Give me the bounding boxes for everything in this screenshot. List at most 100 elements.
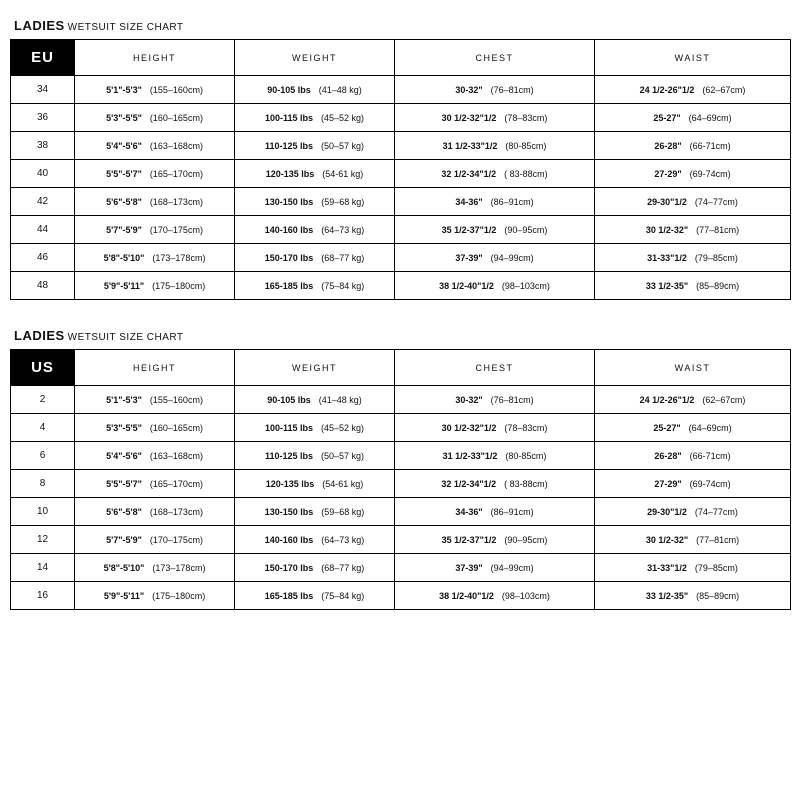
table-row: 25'1"-5'3"(155–160cm)90-105 lbs(41–48 kg… <box>11 386 791 414</box>
chest-secondary: (94–99cm) <box>491 253 534 263</box>
waist-cell: 27-29"(69-74cm) <box>595 470 791 498</box>
weight-cell: 110-125 lbs(50–57 kg) <box>235 132 395 160</box>
waist-primary: 27-29" <box>654 479 681 489</box>
weight-secondary: (54-61 kg) <box>322 169 363 179</box>
height-primary: 5'6"-5'8" <box>106 507 142 517</box>
height-secondary: (173–178cm) <box>152 563 205 573</box>
chart-title: LADIESWETSUIT SIZE CHART <box>10 328 790 343</box>
size-table: USHEIGHTWEIGHTCHESTWAIST25'1"-5'3"(155–1… <box>10 349 791 610</box>
chest-secondary: (80-85cm) <box>505 451 546 461</box>
weight-primary: 130-150 lbs <box>265 507 314 517</box>
chest-cell: 30 1/2-32"1/2(78–83cm) <box>395 414 595 442</box>
weight-secondary: (75–84 kg) <box>321 281 364 291</box>
chest-primary: 32 1/2-34"1/2 <box>441 479 496 489</box>
height-primary: 5'1"-5'3" <box>106 395 142 405</box>
chest-cell: 37-39"(94–99cm) <box>395 244 595 272</box>
weight-primary: 150-170 lbs <box>265 253 314 263</box>
chest-cell: 38 1/2-40"1/2(98–103cm) <box>395 272 595 300</box>
column-header: WAIST <box>595 350 791 386</box>
table-row: 365'3"-5'5"(160–165cm)100-115 lbs(45–52 … <box>11 104 791 132</box>
height-cell: 5'3"-5'5"(160–165cm) <box>75 104 235 132</box>
column-header: CHEST <box>395 40 595 76</box>
table-row: 85'5"-5'7"(165–170cm)120-135 lbs(54-61 k… <box>11 470 791 498</box>
waist-cell: 26-28"(66-71cm) <box>595 132 791 160</box>
chart-block-eu: LADIESWETSUIT SIZE CHARTEUHEIGHTWEIGHTCH… <box>10 18 790 300</box>
weight-cell: 150-170 lbs (68–77 kg) <box>235 554 395 582</box>
weight-primary: 150-170 lbs <box>265 563 314 573</box>
waist-cell: 31-33"1/2(79–85cm) <box>595 554 791 582</box>
chest-cell: 34-36"(86–91cm) <box>395 498 595 526</box>
title-rest: WETSUIT SIZE CHART <box>68 332 184 343</box>
weight-cell: 100-115 lbs(45–52 kg) <box>235 104 395 132</box>
chest-primary: 38 1/2-40"1/2 <box>439 281 494 291</box>
waist-secondary: (85–89cm) <box>696 591 739 601</box>
weight-primary: 130-150 lbs <box>265 197 314 207</box>
weight-secondary: (68–77 kg) <box>321 253 364 263</box>
height-cell: 5'5"-5'7"(165–170cm) <box>75 470 235 498</box>
waist-primary: 24 1/2-26"1/2 <box>640 85 695 95</box>
height-cell: 5'6"-5'8"(168–173cm) <box>75 498 235 526</box>
size-cell: 8 <box>11 470 75 498</box>
weight-cell: 120-135 lbs(54-61 kg) <box>235 470 395 498</box>
height-cell: 5'1"-5'3"(155–160cm) <box>75 386 235 414</box>
chest-secondary: (78–83cm) <box>504 423 547 433</box>
weight-cell: 150-170 lbs (68–77 kg) <box>235 244 395 272</box>
weight-secondary: (75–84 kg) <box>321 591 364 601</box>
size-cell: 44 <box>11 216 75 244</box>
height-primary: 5'6"-5'8" <box>106 197 142 207</box>
table-row: 465'8"-5'10"(173–178cm)150-170 lbs(68–77… <box>11 244 791 272</box>
chest-cell: 38 1/2-40"1/2(98–103cm) <box>395 582 595 610</box>
chest-cell: 35 1/2-37"1/2(90–95cm) <box>395 526 595 554</box>
weight-primary: 110-125 lbs <box>265 451 313 461</box>
waist-primary: 31-33"1/2 <box>647 253 687 263</box>
chest-secondary: (78–83cm) <box>504 113 547 123</box>
height-secondary: (163–168cm) <box>150 451 203 461</box>
height-cell: 5'9"-5'11"(175–180cm) <box>75 582 235 610</box>
size-cell: 42 <box>11 188 75 216</box>
height-primary: 5'3"-5'5" <box>106 423 142 433</box>
height-secondary: (175–180cm) <box>152 591 205 601</box>
title-bold: LADIES <box>14 328 65 343</box>
chest-cell: 31 1/2-33"1/2(80-85cm) <box>395 442 595 470</box>
height-secondary: (155–160cm) <box>150 85 203 95</box>
chest-cell: 35 1/2-37"1/2(90–95cm) <box>395 216 595 244</box>
height-primary: 5'3"-5'5" <box>106 113 142 123</box>
height-primary: 5'5"-5'7" <box>106 479 142 489</box>
size-cell: 6 <box>11 442 75 470</box>
weight-secondary: (68–77 kg) <box>321 563 364 573</box>
waist-secondary: (62–67cm) <box>702 395 745 405</box>
height-cell: 5'4"-5'6"(163–168cm) <box>75 132 235 160</box>
weight-cell: 165-185 lbs(75–84 kg) <box>235 582 395 610</box>
chest-cell: 30 1/2-32"1/2(78–83cm) <box>395 104 595 132</box>
waist-secondary: (77–81cm) <box>696 225 739 235</box>
table-row: 385'4"-5'6"(163–168cm)110-125 lbs(50–57 … <box>11 132 791 160</box>
weight-primary: 120-135 lbs <box>266 479 315 489</box>
size-cell: 38 <box>11 132 75 160</box>
chest-cell: 32 1/2-34"1/2( 83-88cm) <box>395 470 595 498</box>
size-charts-container: LADIESWETSUIT SIZE CHARTEUHEIGHTWEIGHTCH… <box>10 18 790 610</box>
weight-cell: 100-115 lbs(45–52 kg) <box>235 414 395 442</box>
height-primary: 5'7"-5'9" <box>106 535 142 545</box>
table-row: 405'5"-5'7"(165–170cm)120-135 lbs(54-61 … <box>11 160 791 188</box>
waist-secondary: (64–69cm) <box>689 423 732 433</box>
height-secondary: (170–175cm) <box>150 225 203 235</box>
height-cell: 5'1"-5'3"(155–160cm) <box>75 76 235 104</box>
table-row: 165'9"-5'11"(175–180cm)165-185 lbs(75–84… <box>11 582 791 610</box>
weight-cell: 120-135 lbs(54-61 kg) <box>235 160 395 188</box>
size-cell: 40 <box>11 160 75 188</box>
chest-cell: 31 1/2-33"1/2(80-85cm) <box>395 132 595 160</box>
weight-primary: 165-185 lbs <box>265 281 314 291</box>
chest-cell: 30-32"(76–81cm) <box>395 386 595 414</box>
waist-primary: 24 1/2-26"1/2 <box>640 395 695 405</box>
weight-primary: 140-160 lbs <box>265 225 314 235</box>
weight-cell: 130-150 lbs(59–68 kg) <box>235 498 395 526</box>
waist-primary: 30 1/2-32" <box>646 535 688 545</box>
weight-cell: 110-125 lbs(50–57 kg) <box>235 442 395 470</box>
waist-primary: 26-28" <box>654 451 681 461</box>
waist-secondary: (74–77cm) <box>695 507 738 517</box>
height-secondary: (160–165cm) <box>150 423 203 433</box>
size-cell: 36 <box>11 104 75 132</box>
chest-primary: 31 1/2-33"1/2 <box>443 141 498 151</box>
height-cell: 5'4"-5'6"(163–168cm) <box>75 442 235 470</box>
weight-secondary: (45–52 kg) <box>321 113 364 123</box>
